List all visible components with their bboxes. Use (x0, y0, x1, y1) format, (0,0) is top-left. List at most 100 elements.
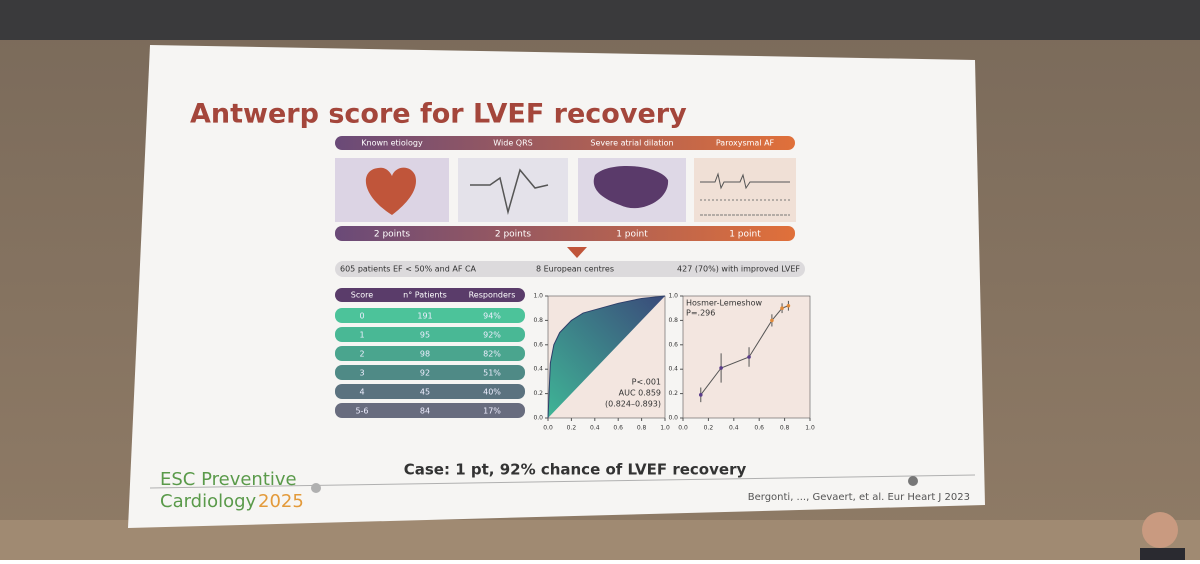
roc-curve (547, 295, 666, 419)
y-tick-label: 0.2 (533, 390, 543, 397)
table-cell: 92 (420, 369, 430, 378)
predictor-label: Paroxysmal AF (716, 139, 775, 148)
table-cell: 1 (359, 331, 364, 340)
table-cell: 98 (420, 350, 430, 359)
x-tick-label: 0.4 (729, 425, 739, 432)
predictor-bar (335, 136, 795, 150)
brand: ESC Preventive (160, 469, 297, 490)
table-cell: 92% (483, 331, 501, 340)
x-tick-label: 0.8 (780, 425, 790, 432)
roc-area (548, 296, 665, 418)
roc-annotation: P<.001 (632, 378, 661, 387)
rule (149, 474, 976, 489)
atria-icon (593, 165, 669, 209)
table-header (335, 288, 525, 302)
table-cell: 2 (359, 350, 364, 359)
points-bar (335, 226, 795, 241)
x-tick-label: 0.0 (678, 425, 688, 432)
brand-year: 2025 (258, 491, 304, 512)
y-tick-label: 0.8 (668, 317, 678, 324)
cohort-text: 605 patients EF < 50% and AF CA (340, 265, 477, 274)
y-tick-label: 1.0 (668, 293, 678, 300)
x-tick-label: 0.8 (637, 425, 647, 432)
qrs-icon (470, 168, 549, 215)
points-label: 2 points (495, 230, 532, 240)
points-label: 1 point (729, 230, 761, 240)
table-row (335, 384, 525, 399)
roc-annotation: (0.824–0.893) (605, 400, 661, 409)
cohort-text: 427 (70%) with improved LVEF (677, 265, 800, 274)
ecg-icon (700, 172, 790, 190)
arrow (567, 247, 587, 258)
predictor-label: Known etiology (361, 139, 423, 148)
heart-icon (365, 167, 416, 215)
table-cell: 51% (483, 369, 501, 378)
calibration-title: Hosmer-Lemeshow (686, 299, 763, 308)
table-cell: 94% (483, 312, 501, 321)
x-tick-label: 0.0 (543, 425, 553, 432)
axes-frame (682, 295, 811, 419)
x-tick-label: 0.4 (590, 425, 600, 432)
table-row (335, 308, 525, 323)
table-row (335, 346, 525, 361)
table-cell: 191 (417, 312, 432, 321)
table-row (335, 327, 525, 342)
table-cell: 3 (359, 369, 364, 378)
dot (311, 483, 321, 493)
image-box (694, 158, 796, 222)
slide-title: Antwerp score for LVEF recovery (190, 99, 687, 130)
person (1142, 512, 1178, 548)
cohort-bar (335, 261, 805, 277)
x-tick-label: 0.6 (754, 425, 764, 432)
calibration-p: P=.296 (686, 309, 715, 318)
cohort-text: 8 European centres (536, 265, 614, 274)
table-header-cell: Responders (469, 291, 516, 300)
x-tick-label: 0.2 (567, 425, 577, 432)
y-tick-label: 1.0 (533, 293, 543, 300)
x-tick-label: 0.2 (704, 425, 714, 432)
dot (908, 476, 918, 486)
predictor-label: Wide QRS (493, 139, 532, 148)
x-tick-label: 1.0 (660, 425, 670, 432)
y-tick-label: 0.6 (668, 341, 678, 348)
table-cell: 82% (483, 350, 501, 359)
table-header-cell: Score (351, 291, 373, 300)
table-cell: 84 (420, 407, 430, 416)
calibration-point (698, 393, 703, 397)
calibration-plot (683, 296, 810, 418)
table-cell: 45 (420, 388, 430, 397)
x-tick-label: 1.0 (805, 425, 815, 432)
calibration-point (780, 306, 784, 311)
table-row (335, 403, 525, 418)
case-text: Case: 1 pt, 92% chance of LVEF recovery (404, 461, 747, 479)
y-tick-label: 0.4 (668, 366, 678, 373)
predictor-label: Severe atrial dilation (590, 139, 673, 148)
roc-annotation: AUC 0.859 (619, 389, 661, 398)
table-cell: 40% (483, 388, 501, 397)
points-label: 2 points (374, 230, 411, 240)
calibration-point (770, 318, 774, 323)
y-tick-label: 0.0 (668, 415, 678, 422)
axes-frame (547, 295, 666, 419)
y-tick-label: 0.0 (533, 415, 543, 422)
table-cell: 5-6 (355, 407, 368, 416)
y-tick-label: 0.8 (533, 317, 543, 324)
ceiling (0, 0, 1200, 40)
table-cell: 17% (483, 407, 501, 416)
brand: Cardiology (160, 491, 257, 512)
x-tick-label: 0.6 (613, 425, 623, 432)
image-box (458, 158, 568, 222)
table-cell: 95 (420, 331, 430, 340)
citation: Bergonti, ..., Gevaert, et al. Eur Heart… (748, 492, 970, 503)
person (1140, 548, 1185, 560)
table-cell: 4 (359, 388, 364, 397)
calibration-point (747, 355, 751, 359)
floor-wall (0, 520, 1200, 560)
calibration-point (786, 303, 791, 308)
table-header-cell: n° Patients (403, 291, 447, 300)
calibration-point (719, 366, 723, 370)
y-tick-label: 0.2 (668, 390, 678, 397)
y-tick-label: 0.4 (533, 366, 543, 373)
y-tick-label: 0.6 (533, 341, 543, 348)
